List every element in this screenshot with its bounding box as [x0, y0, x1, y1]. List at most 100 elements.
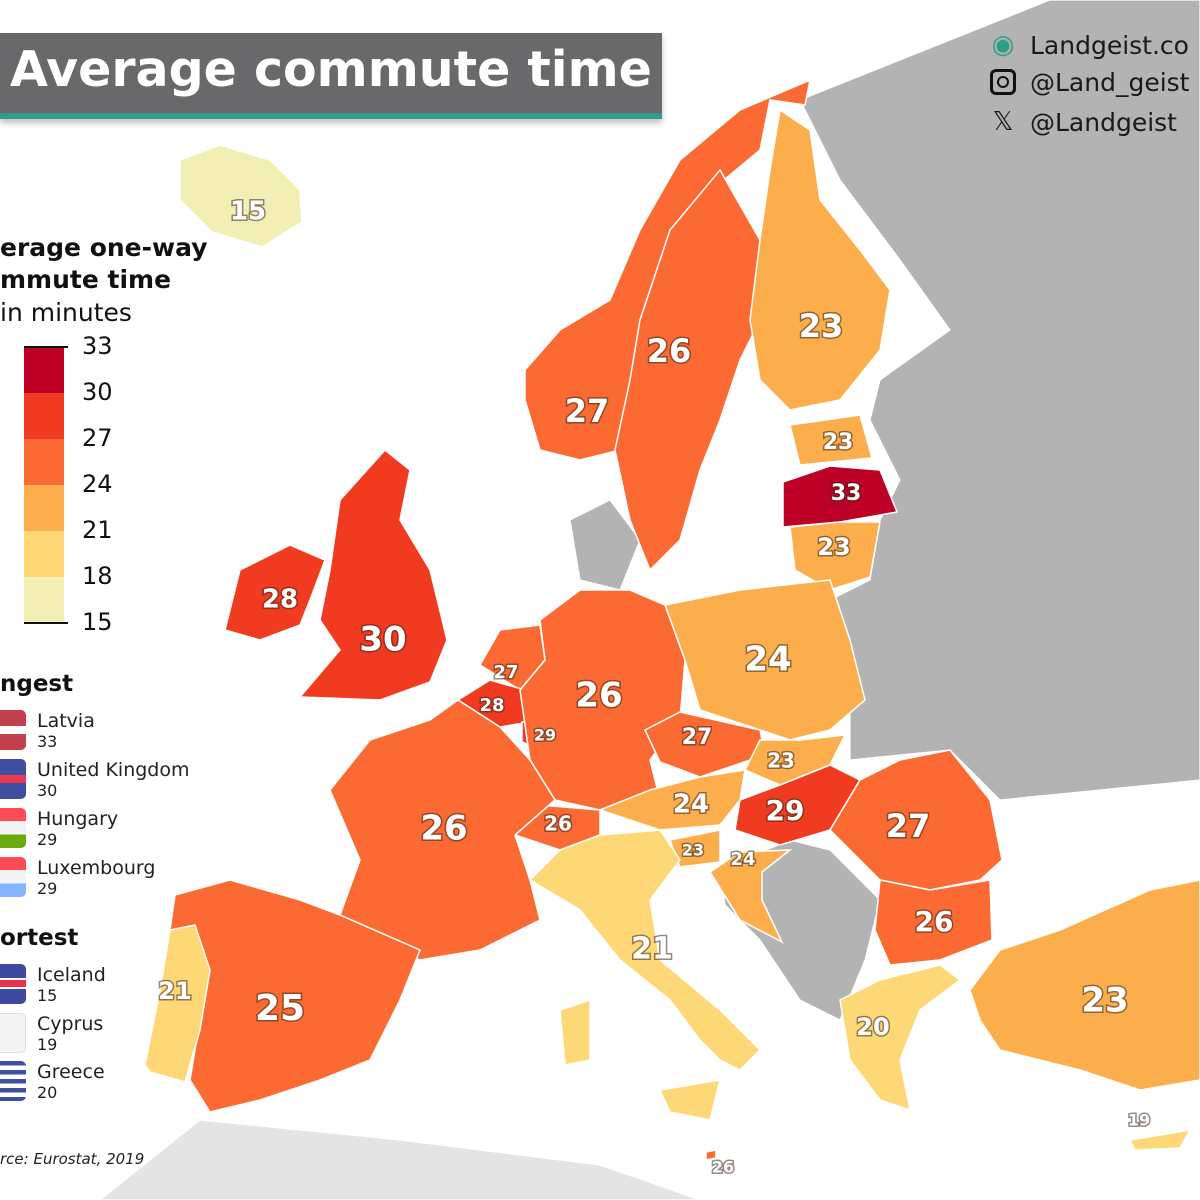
luxembourg-flag-icon: [0, 857, 26, 897]
title-banner: Average commute time: [0, 33, 662, 119]
scale-bottom-line: [24, 622, 68, 624]
rank-value: 29: [37, 879, 58, 898]
country-lithuania: [789, 521, 881, 591]
value-label-croatia: 24: [730, 849, 755, 870]
value-label-hungary: 29: [766, 794, 805, 827]
rank-country: United Kingdom: [37, 759, 190, 781]
legend-bin-3: [24, 485, 64, 531]
value-label-luxembourg: 29: [534, 726, 556, 745]
landgeist-globe-icon: ◉: [991, 30, 1015, 60]
country-austria: [597, 769, 746, 831]
legend-tick: 30: [82, 378, 113, 406]
legend-bin-4: [24, 531, 64, 577]
value-label-czechia: 27: [682, 725, 713, 750]
value-label-cyprus: 19: [1128, 1111, 1150, 1130]
rank-country: Luxembourg: [37, 857, 156, 879]
legend-bin-1: [24, 393, 64, 439]
value-label-germany: 26: [575, 676, 622, 716]
value-label-united-kingdom: 30: [359, 620, 406, 660]
country-estonia: [789, 414, 873, 466]
iceland-flag-icon: [0, 964, 26, 1004]
rank-value: 19: [37, 1035, 58, 1054]
country-portugal: [144, 924, 211, 1083]
social-website[interactable]: ◉ Landgeist.co: [988, 30, 1189, 60]
value-label-romania: 27: [886, 807, 931, 845]
value-label-lithuania: 23: [817, 533, 850, 561]
country-turkey: [969, 879, 1200, 1091]
rank-value: 33: [37, 732, 58, 751]
legend-bin-0: [24, 347, 64, 393]
country-latvia: [782, 465, 899, 528]
country-united-kingdom: [298, 448, 448, 701]
instagram-icon: [988, 67, 1018, 97]
value-label-norway: 27: [565, 392, 610, 430]
rank-value: 15: [37, 986, 58, 1005]
country-greece: [839, 964, 962, 1112]
scale-top-line: [24, 346, 68, 348]
country-italy: [528, 829, 762, 1071]
country-cyprus: [1128, 1129, 1192, 1151]
social-x[interactable]: 𝕏 @Landgeist: [988, 107, 1177, 137]
country-croatia: [708, 849, 793, 944]
country-norway: [524, 78, 812, 461]
denmark: [569, 499, 641, 591]
value-label-poland: 24: [744, 640, 791, 680]
shortest-heading: ortest: [0, 925, 79, 951]
value-label-spain: 25: [255, 988, 305, 1029]
country-italy: [658, 1079, 722, 1121]
country-ireland: [224, 544, 326, 641]
legend-subtitle: in minutes: [0, 298, 132, 327]
value-label-switzerland: 26: [544, 812, 572, 836]
value-label-latvia: 33: [831, 481, 862, 506]
value-label-italy: 21: [631, 932, 673, 967]
legend-color-scale: [24, 347, 64, 623]
country-bulgaria: [874, 879, 993, 966]
longest-heading: ngest: [0, 671, 74, 697]
instagram-handle: @Land_geist: [1030, 67, 1190, 97]
value-label-malta: 26: [712, 1158, 734, 1177]
greece-flag-icon: [0, 1061, 26, 1101]
country-germany: [519, 589, 686, 811]
rank-value: 30: [37, 781, 58, 800]
rank-value: 29: [37, 830, 58, 849]
country-malta: [705, 1149, 717, 1161]
value-label-iceland: 15: [230, 197, 266, 227]
rank-country: Iceland: [37, 964, 106, 986]
x-handle: @Landgeist: [1030, 107, 1177, 137]
country-france: [329, 699, 556, 961]
country-finland: [749, 108, 891, 411]
value-label-sweden: 26: [647, 332, 692, 370]
value-label-netherlands: 27: [493, 662, 518, 683]
page-title: Average commute time: [10, 41, 652, 98]
x-twitter-icon: 𝕏: [992, 107, 1014, 137]
value-label-austria: 24: [673, 790, 709, 820]
rank-country: Latvia: [37, 710, 95, 732]
website-text: Landgeist.co: [1030, 30, 1189, 60]
legend-bin-5: [24, 577, 64, 623]
latvia-flag-icon: [0, 710, 26, 750]
country-italy: [559, 998, 591, 1066]
country-sweden: [614, 168, 771, 572]
value-label-france: 26: [420, 809, 467, 849]
social-instagram[interactable]: @Land_geist: [988, 67, 1190, 97]
country-poland: [663, 579, 866, 741]
rank-country: Greece: [37, 1061, 105, 1083]
legend-bin-2: [24, 439, 64, 485]
legend-tick: 27: [82, 424, 113, 452]
legend-tick: 24: [82, 470, 113, 498]
value-label-slovenia: 23: [682, 841, 704, 860]
legend-title-line2: mmute time: [0, 265, 172, 294]
value-label-estonia: 23: [823, 430, 854, 455]
rank-value: 20: [37, 1083, 58, 1102]
cyprus-flag-icon: [0, 1013, 26, 1053]
value-label-slovakia: 23: [767, 749, 795, 773]
legend-title-line1: erage one-way: [0, 233, 208, 262]
rank-country: Cyprus: [37, 1013, 104, 1035]
uk-flag-icon: [0, 759, 26, 799]
source-note: rce: Eurostat, 2019: [0, 1150, 145, 1168]
legend-tick: 15: [82, 608, 113, 636]
value-label-portugal: 21: [158, 977, 191, 1005]
value-label-ireland: 28: [262, 585, 298, 615]
legend-tick: 21: [82, 516, 113, 544]
